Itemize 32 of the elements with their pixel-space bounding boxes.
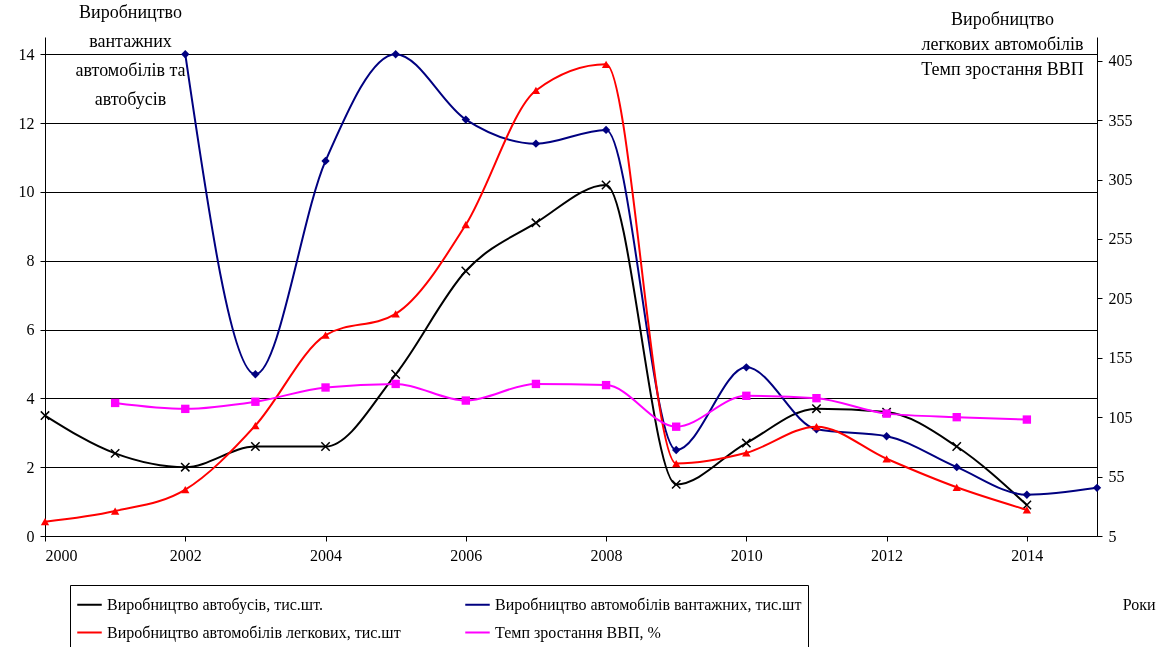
y-tick-label: 14	[18, 45, 35, 63]
y2-tick-label: 55	[1108, 468, 1125, 486]
y-tick-label: 4	[26, 389, 35, 407]
x-tick-label: 2006	[450, 546, 483, 564]
y2-tick-label: 5	[1108, 527, 1117, 545]
y-tick-label: 12	[18, 114, 35, 132]
y2-axis-title: Виробництво легкових автомобілів Темп зростання ВВП	[921, 8, 1084, 79]
y-axis-title: Виробництво вантажних автомобілів та автобусів	[75, 1, 186, 109]
y2-tick-label: 255	[1108, 230, 1133, 248]
y-tick-label: 10	[18, 183, 35, 201]
y2-tick-label: 205	[1108, 289, 1133, 307]
x-tick-label: 2008	[590, 546, 623, 564]
x-tick-label: 2000	[45, 546, 78, 564]
y2-tick-label: 405	[1108, 52, 1133, 70]
y2-tick-label: 105	[1108, 408, 1133, 426]
y-tick-label: 2	[26, 458, 35, 476]
y2-tick-label: 155	[1108, 349, 1133, 367]
x-tick-label: 2010	[730, 546, 763, 564]
x-tick-label: 2004	[310, 546, 343, 564]
x-axis-title: Роки	[1122, 595, 1156, 613]
y-tick-label: 8	[26, 252, 35, 270]
x-tick-label: 2012	[871, 546, 904, 564]
x-tick-label: 2002	[169, 546, 202, 564]
legend-label: Виробництво автобусів, тис.шт.	[107, 595, 323, 614]
y-tick-label: 6	[26, 321, 35, 339]
y2-tick-label: 305	[1108, 171, 1133, 189]
legend-label: Виробництво автомобілів легкових, тис.шт	[107, 623, 401, 642]
y2-tick-label: 355	[1108, 111, 1133, 129]
x-tick-label: 2014	[1011, 546, 1044, 564]
legend-label: Темп зростання ВВП, %	[495, 623, 661, 642]
legend-label: Виробництво автомобілів вантажних, тис.шт	[495, 595, 802, 614]
y-tick-label: 0	[26, 527, 35, 545]
